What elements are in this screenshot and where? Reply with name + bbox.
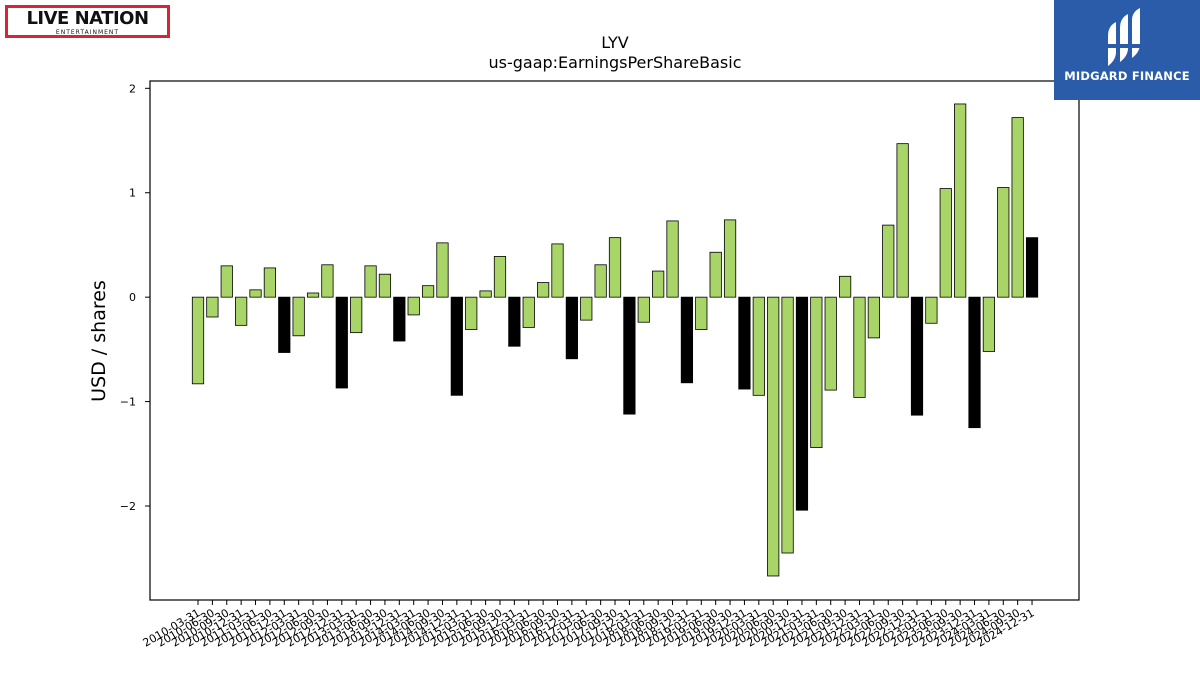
bar-2013-06-30 [364,265,377,298]
bar-2019-03-31 [695,296,708,330]
midgard-finance-logo: MIDGARD FINANCE [1054,0,1200,100]
chart-subtitle: us-gaap:EarningsPerShareBasic [488,53,741,72]
y-axis-label: USD / shares [88,280,110,402]
bar-2023-03-31 [925,296,938,324]
bar-2015-09-30 [493,256,507,298]
bar-2020-03-31 [752,296,765,396]
bar-2010-03-31 [191,296,205,385]
bar-2020-12-31 [795,296,809,511]
bar-2011-03-31 [249,289,262,298]
bar-2015-12-31 [508,296,521,347]
x-axis: 2010-03-312010-06-302010-09-302010-12-31… [141,600,1037,650]
bar-2011-12-31 [278,296,291,353]
midgard-mark-icon [1108,8,1140,66]
bar-2019-06-30 [709,251,722,298]
bar-2020-06-30 [767,296,780,577]
bar-2022-12-31 [910,296,924,416]
midgard-finance-logo-text: MIDGARD FINANCE [1064,69,1190,83]
bar-2023-06-30 [939,188,952,298]
plot-frame [149,80,1080,601]
bar-2016-06-30 [537,282,550,298]
live-nation-logo-subtext: ENTERTAINMENT [55,29,120,36]
bar-2022-03-31 [867,296,880,339]
bar-2018-06-30 [652,270,665,298]
bar-2020-09-30 [781,296,794,554]
bar-2010-12-31 [235,296,248,326]
y-tick-label: −1 [120,396,136,409]
bar-2013-03-31 [350,296,363,334]
bars-group [191,103,1039,577]
bar-2018-03-31 [637,296,650,323]
bar-2010-06-30 [206,296,219,318]
bar-2012-03-31 [292,296,305,337]
bar-2012-12-31 [335,296,348,389]
bar-2014-09-30 [436,242,449,298]
bar-2021-03-31 [810,296,823,448]
y-tick-label: −2 [120,500,136,513]
y-tick-label: 2 [129,82,136,95]
y-tick-label: 1 [129,187,136,200]
bar-2016-09-30 [551,243,564,298]
bar-2023-12-31 [968,296,981,429]
bar-2010-09-30 [220,265,233,298]
live-nation-logo: LIVE NATION ENTERTAINMENT [5,5,170,38]
bar-2019-12-31 [738,296,751,390]
bar-2018-12-31 [680,296,694,384]
live-nation-logo-text: LIVE NATION [26,8,149,29]
bar-2017-06-30 [594,264,607,298]
bar-2022-09-30 [896,143,909,298]
bar-2014-12-31 [450,296,463,396]
bar-2024-09-30 [1011,117,1024,298]
bar-2024-06-30 [997,187,1010,298]
bar-2024-12-31 [1025,237,1039,298]
bar-2015-06-30 [479,290,492,298]
bar-2018-09-30 [666,220,679,298]
y-axis: −2 −1 0 1 2 [120,82,150,513]
bar-2023-09-30 [954,103,967,298]
bar-2014-03-31 [407,296,420,316]
bar-2021-12-31 [853,296,866,398]
bar-2012-09-30 [321,264,334,298]
bar-2013-09-30 [378,273,392,298]
y-tick-label: 0 [129,291,136,304]
chart-title: LYV [601,33,629,52]
bar-2014-06-30 [421,285,435,298]
bar-2017-09-30 [608,237,622,298]
bar-2016-03-31 [522,296,535,328]
bar-2017-12-31 [623,296,636,415]
bar-2011-06-30 [263,267,277,298]
bar-2015-03-31 [465,296,478,330]
bar-2017-03-31 [580,296,593,321]
bar-2012-06-30 [306,292,320,298]
bar-2013-12-31 [393,296,406,342]
bar-2021-06-30 [824,296,837,391]
bar-2019-09-30 [723,219,737,298]
bar-2022-06-30 [882,224,895,298]
bar-2024-03-31 [982,296,996,352]
bar-2016-12-31 [565,296,578,360]
bar-2021-09-30 [839,275,852,298]
